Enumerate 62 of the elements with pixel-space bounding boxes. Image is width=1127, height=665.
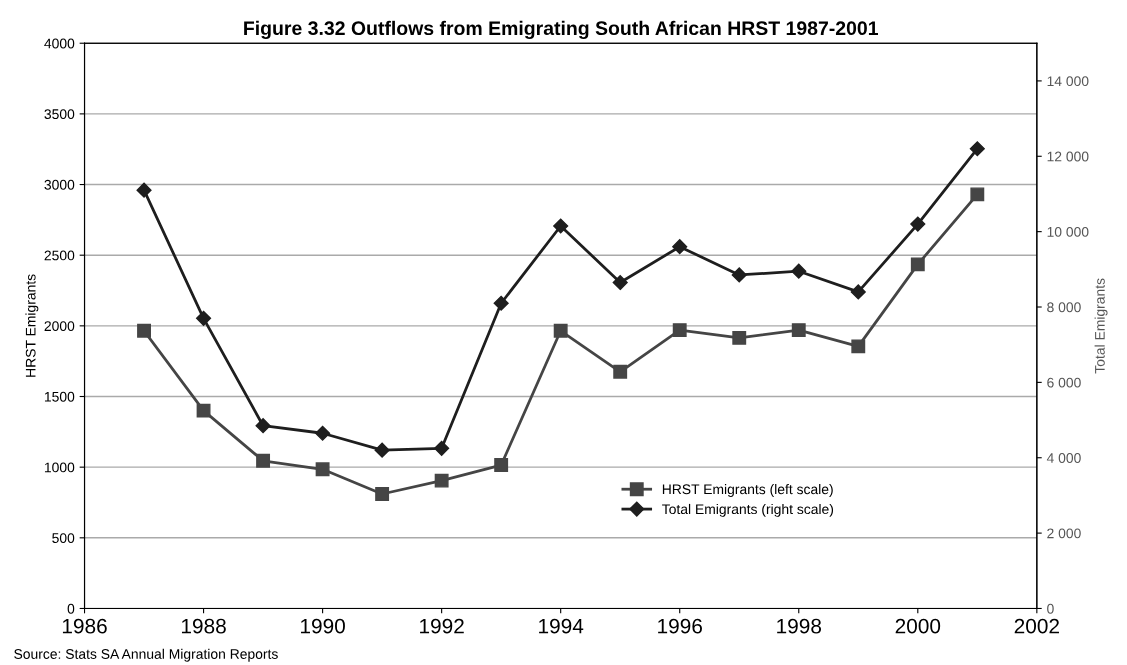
y-tick-label: 2500	[44, 250, 75, 261]
y-tick-label: 0	[67, 603, 75, 614]
point	[969, 141, 985, 157]
x-tick-label: 1988	[181, 618, 226, 634]
y2-tick-label: 4 000	[1046, 453, 1081, 463]
y-tick-label: 1000	[44, 462, 75, 473]
point	[851, 339, 866, 354]
point	[494, 458, 509, 472]
point	[195, 310, 212, 326]
point	[196, 403, 211, 418]
point	[315, 462, 330, 477]
point	[315, 425, 331, 441]
y2-tick-label: 8 000	[1047, 302, 1081, 313]
y-tick-label: 3500	[44, 109, 75, 120]
y-tick-label: 1500	[44, 391, 75, 402]
point	[375, 487, 390, 501]
source-note: Source: Stats SA Annual Migration Reports	[14, 648, 278, 662]
point	[672, 323, 687, 338]
point	[256, 453, 271, 468]
point	[434, 440, 450, 456]
y2-tick-label: 12 000	[1047, 151, 1089, 162]
point	[791, 323, 806, 338]
point	[255, 418, 271, 434]
point	[434, 473, 449, 488]
x-tick-label: 1996	[658, 618, 702, 634]
x-tick-label: 1994	[539, 618, 584, 634]
y-tick-label: 4000	[44, 38, 75, 49]
point	[731, 267, 747, 283]
y2-tick-label: 10 000	[1047, 226, 1089, 237]
y-tick-label: 500	[52, 533, 75, 543]
x-tick-label: 1998	[777, 618, 822, 634]
point	[613, 364, 628, 379]
point	[137, 323, 151, 338]
y2-tick-label: 0	[1047, 603, 1054, 614]
y2-tick-label: 2 000	[1047, 528, 1081, 539]
point	[553, 323, 568, 338]
x-tick-label: 1990	[301, 618, 345, 634]
point	[791, 263, 807, 279]
x-tick-label: 2002	[1014, 618, 1059, 634]
point	[970, 187, 985, 202]
legend-label: Total Emigrants (right scale)	[662, 503, 834, 517]
y2-axis-title: Total Emigrants	[1094, 278, 1108, 374]
y-tick-label: 2000	[44, 321, 75, 332]
x-tick-label: 1992	[420, 618, 464, 634]
y-tick-label: 3000	[44, 179, 75, 190]
point	[910, 216, 926, 232]
legend-label: HRST Emigrants (left scale)	[662, 484, 833, 497]
point	[612, 274, 628, 291]
point	[732, 330, 747, 345]
point	[136, 182, 152, 198]
point	[374, 442, 390, 458]
point	[910, 257, 925, 272]
x-tick-label: 2000	[895, 618, 941, 634]
point	[493, 295, 509, 311]
y2-tick-label: 14 000	[1047, 76, 1089, 87]
y-axis-title: HRST Emigrants	[25, 274, 39, 377]
y2-tick-label: 6 000	[1047, 377, 1081, 388]
x-tick-label: 1986	[62, 618, 107, 634]
point	[553, 218, 569, 234]
point	[672, 239, 688, 255]
chart-title: Figure 3.32 Outflows from Emigrating South African HRST 1987-2001	[244, 20, 878, 40]
point	[850, 284, 866, 300]
